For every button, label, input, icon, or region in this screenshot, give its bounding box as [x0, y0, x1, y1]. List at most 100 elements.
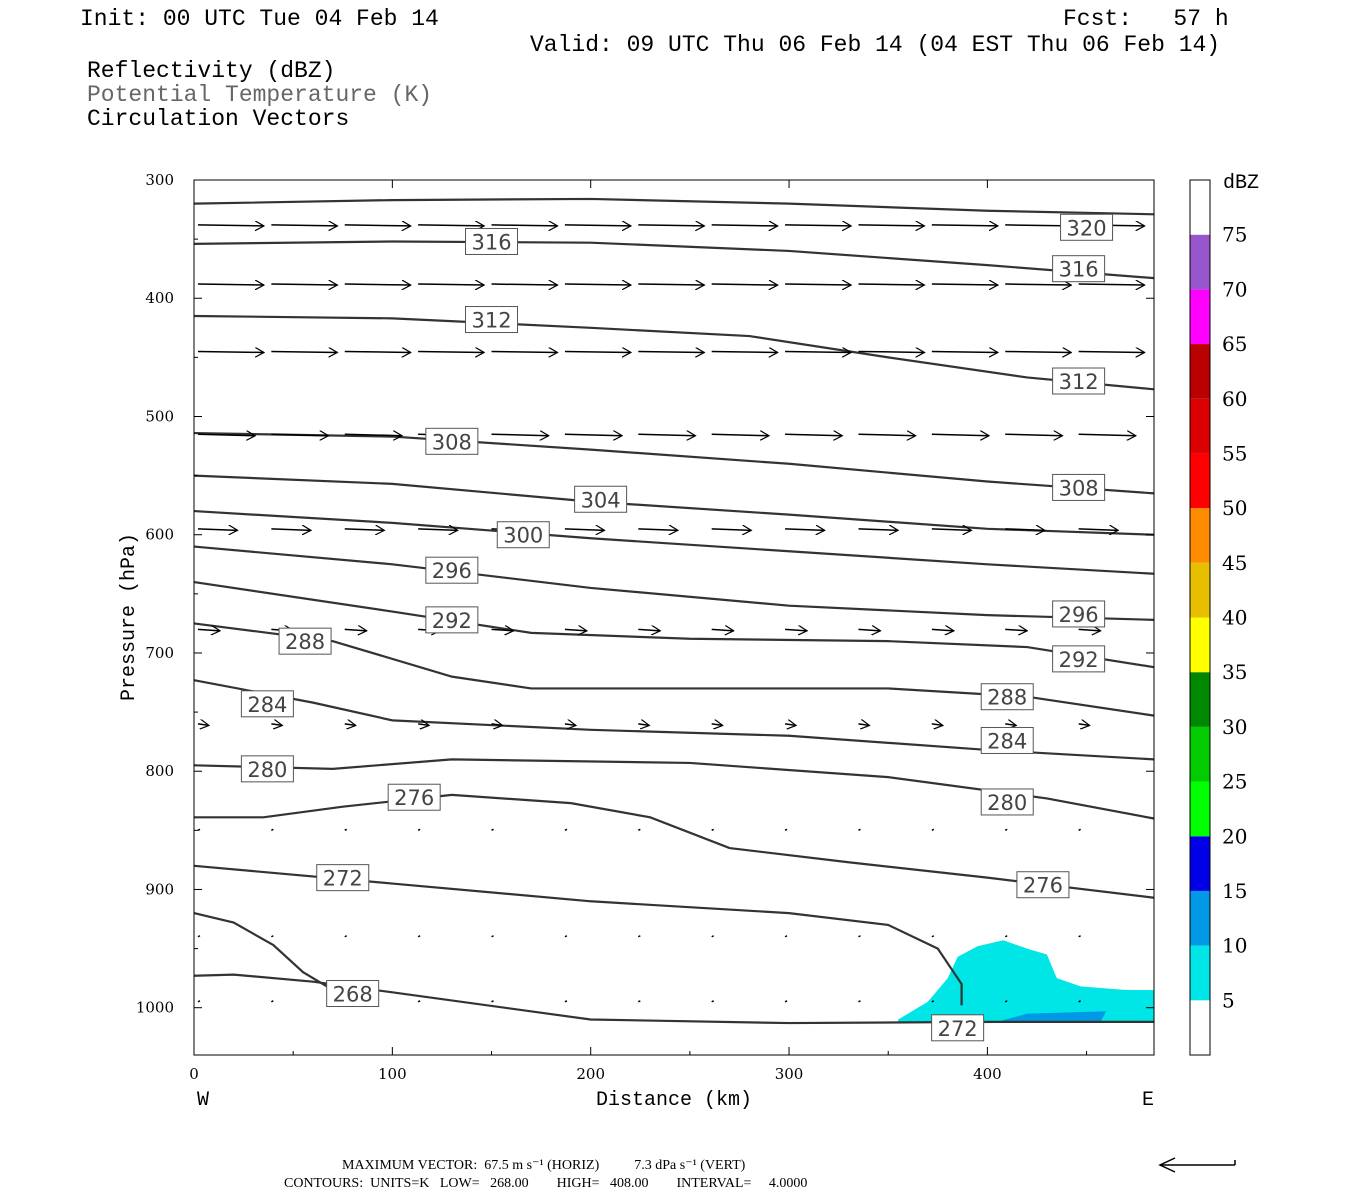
- max-vector-note: MAXIMUM VECTOR: 67.5 m s⁻¹ (HORIZ) 7.3 d…: [342, 1158, 746, 1173]
- circulation-vector: [785, 351, 851, 352]
- circulation-vector: [271, 529, 311, 531]
- circulation-vector: [491, 935, 494, 938]
- circulation-vector: [638, 529, 678, 531]
- circulation-vector: [858, 828, 861, 832]
- circulation-vector: [1005, 434, 1062, 436]
- circulation-vector: [491, 828, 494, 832]
- circulation-vector: [1005, 629, 1027, 631]
- circulation-vector: [564, 724, 576, 726]
- svg-text:312: 312: [1059, 370, 1099, 394]
- circulation-vector: [1004, 1000, 1008, 1003]
- contour-label-276: 276: [387, 783, 441, 811]
- circulation-vector: [417, 828, 421, 832]
- circulation-vector: [344, 629, 367, 631]
- circulation-vector: [197, 225, 264, 226]
- circulation-vector: [931, 629, 954, 631]
- circulation-vector: [418, 724, 429, 726]
- circulation-vector: [784, 724, 796, 726]
- circulation-vector: [1004, 828, 1008, 832]
- circulation-vector: [711, 434, 769, 436]
- circulation-vector: [637, 828, 641, 832]
- circulation-vector: [197, 284, 264, 285]
- circulation-vector: [1078, 1000, 1081, 1003]
- circulation-vector: [197, 724, 209, 726]
- contour-label-268: 268: [326, 980, 380, 1008]
- colorbar-frame: [1189, 179, 1211, 1056]
- circulation-vector: [197, 828, 201, 832]
- contour-label-280: 280: [980, 788, 1034, 816]
- circulation-vector: [931, 225, 998, 226]
- circulation-vector: [197, 529, 238, 531]
- contour-label-276: 276: [1016, 871, 1070, 899]
- colorbar-label: 15: [1222, 879, 1247, 903]
- colorbar-label: 40: [1222, 606, 1247, 630]
- colorbar-swatch: [1190, 672, 1210, 727]
- reflectivity-area-10dbz: [997, 1011, 1107, 1022]
- circulation-vector: [271, 284, 337, 285]
- circulation-vector: [931, 935, 935, 938]
- svg-text:284: 284: [987, 729, 1027, 753]
- contour-label-292: 292: [425, 606, 479, 634]
- svg-text:284: 284: [247, 693, 287, 717]
- circulation-vector: [858, 724, 869, 726]
- svg-text:316: 316: [1059, 258, 1099, 282]
- contour-label-284: 284: [240, 690, 294, 718]
- contour-line-312: [193, 314, 1155, 391]
- contour-line-276: [194, 793, 1155, 899]
- circulation-vector: [271, 225, 337, 226]
- circulation-vector: [344, 284, 411, 285]
- svg-text:276: 276: [394, 786, 434, 810]
- circulation-vector: [491, 351, 558, 352]
- circulation-vector: [344, 529, 385, 531]
- circulation-vector: [418, 284, 484, 285]
- x-tick-label: 300: [775, 1065, 804, 1083]
- circulation-vector: [637, 935, 641, 938]
- colorbar-label: 65: [1222, 332, 1247, 356]
- circulation-vector: [931, 529, 972, 531]
- circulation-vector: [931, 1000, 935, 1003]
- svg-text:304: 304: [581, 488, 621, 512]
- circulation-vector: [711, 225, 778, 226]
- circulation-vector: [344, 225, 411, 226]
- circulation-vector: [491, 629, 514, 631]
- circulation-vector: [491, 724, 503, 726]
- circulation-vector: [711, 284, 778, 285]
- circulation-vector: [711, 629, 734, 631]
- colorbar-swatch: [1190, 945, 1210, 1001]
- colorbar-swatch: [1190, 453, 1210, 509]
- svg-text:312: 312: [471, 309, 511, 333]
- circulation-vector: [197, 935, 201, 938]
- circulation-vector: [1005, 529, 1045, 531]
- circulation-vector: [344, 935, 348, 938]
- contour-label-320: 320: [1060, 213, 1114, 241]
- reference-vector-arrow: [1158, 1157, 1236, 1173]
- circulation-vector: [785, 629, 807, 631]
- colorbar-label: 55: [1222, 441, 1247, 465]
- circulation-vector: [491, 434, 549, 436]
- field-potential-temperature: Potential Temperature (K): [87, 82, 433, 108]
- contour-line-280: [193, 758, 1155, 820]
- circulation-vector: [931, 284, 998, 285]
- circulation-vector: [564, 629, 587, 631]
- circulation-vector: [784, 935, 788, 938]
- x-tick-label: 200: [576, 1065, 605, 1083]
- circulation-vector: [785, 529, 825, 531]
- contour-line-304: [193, 474, 1155, 536]
- colorbar-swatch: [1190, 617, 1210, 673]
- contour-label-296: 296: [425, 556, 479, 584]
- colorbar-swatch: [1190, 1000, 1210, 1055]
- colorbar-swatch: [1190, 344, 1210, 399]
- y-tick-label: 300: [145, 171, 174, 189]
- circulation-vector: [784, 828, 788, 832]
- circulation-vector: [858, 351, 924, 352]
- svg-text:292: 292: [1059, 648, 1099, 672]
- x-tick-label: 100: [378, 1065, 407, 1083]
- contour-label-288: 288: [278, 627, 332, 655]
- circulation-vector: [271, 935, 274, 938]
- x-tick-label: 0: [189, 1065, 199, 1083]
- contour-line-308: [193, 431, 1155, 495]
- svg-text:292: 292: [432, 609, 472, 633]
- contour-label-308: 308: [1052, 473, 1106, 501]
- contour-label-272: 272: [316, 864, 370, 892]
